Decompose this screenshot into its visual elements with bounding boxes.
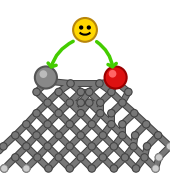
Circle shape [99,154,107,161]
Circle shape [66,121,73,128]
Circle shape [44,77,51,85]
Circle shape [33,88,40,96]
Circle shape [55,109,62,117]
Circle shape [44,99,51,106]
Circle shape [99,132,107,139]
Circle shape [125,88,132,96]
Circle shape [77,109,84,117]
Circle shape [77,154,84,161]
Circle shape [87,26,90,29]
Circle shape [23,165,30,172]
Circle shape [33,109,40,117]
Circle shape [1,165,8,172]
Circle shape [86,99,93,106]
Circle shape [0,143,7,150]
Circle shape [66,99,73,106]
Circle shape [96,80,103,87]
Circle shape [142,121,150,128]
Circle shape [166,143,170,150]
Circle shape [66,143,73,150]
Circle shape [119,132,126,139]
Circle shape [88,165,96,172]
Circle shape [119,121,126,128]
Circle shape [1,165,8,172]
Circle shape [110,143,118,150]
Circle shape [130,143,137,150]
Circle shape [110,165,118,172]
Circle shape [112,77,119,85]
Circle shape [73,18,97,42]
Circle shape [77,132,84,139]
Circle shape [131,109,138,117]
Circle shape [132,165,140,172]
Circle shape [77,88,84,96]
Circle shape [39,70,47,78]
Circle shape [45,165,52,172]
Circle shape [166,143,170,150]
Circle shape [97,99,104,106]
Circle shape [88,143,96,150]
Circle shape [141,154,148,161]
Circle shape [55,154,62,161]
Circle shape [33,132,40,139]
Circle shape [44,143,51,150]
Circle shape [35,67,57,89]
Circle shape [55,88,62,96]
Circle shape [108,109,115,117]
Circle shape [131,132,139,139]
Circle shape [67,80,74,87]
Circle shape [154,132,162,139]
Circle shape [155,154,163,161]
Circle shape [121,154,129,161]
Circle shape [80,26,83,29]
Circle shape [12,132,19,139]
Circle shape [23,165,30,172]
Circle shape [12,154,19,161]
Circle shape [23,121,30,128]
Circle shape [34,154,41,161]
Circle shape [77,99,84,106]
Circle shape [108,121,115,128]
Circle shape [97,109,104,117]
Circle shape [44,121,51,128]
Circle shape [155,154,163,161]
Circle shape [55,132,62,139]
Circle shape [105,67,127,89]
Circle shape [109,70,116,78]
Circle shape [108,88,115,96]
Circle shape [152,165,159,172]
Circle shape [86,88,93,96]
Circle shape [88,121,96,128]
Circle shape [23,143,30,150]
Circle shape [152,165,159,172]
Circle shape [66,165,73,172]
Circle shape [119,99,126,106]
Circle shape [143,143,151,150]
